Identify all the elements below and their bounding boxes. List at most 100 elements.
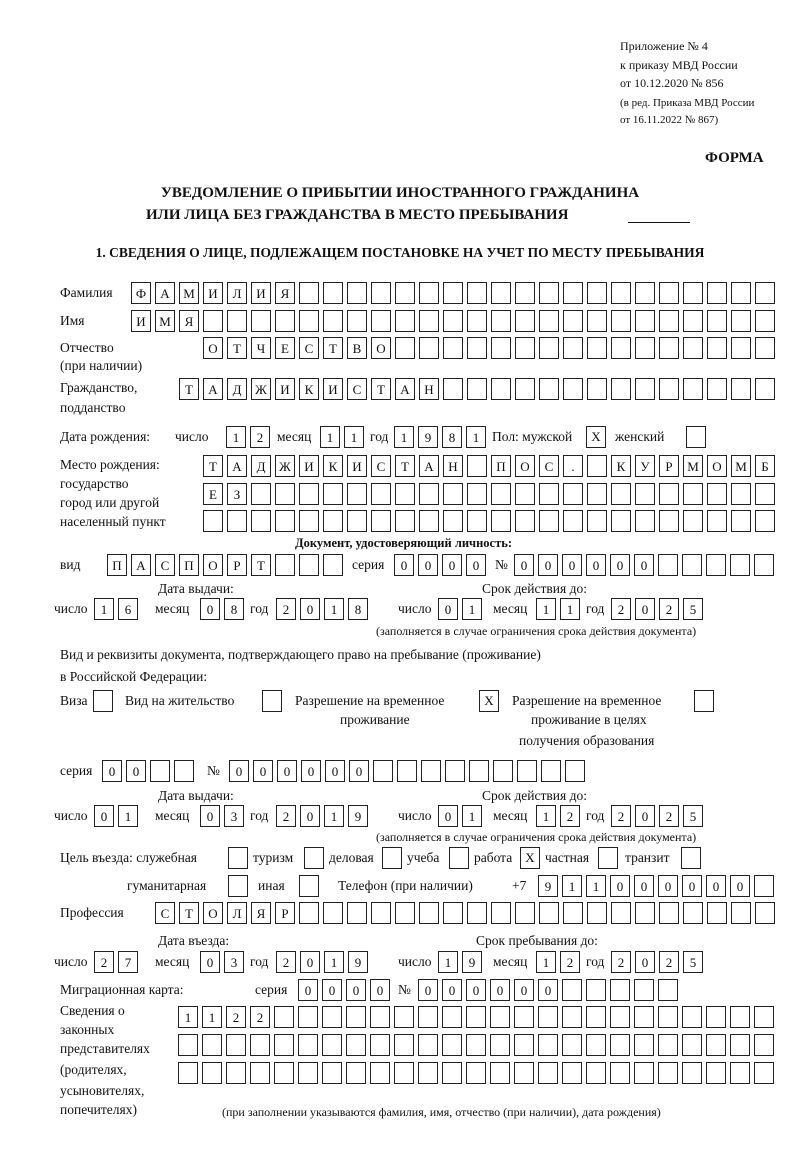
char-cell[interactable] bbox=[563, 282, 583, 304]
char-cell[interactable] bbox=[466, 1034, 486, 1056]
char-cell[interactable] bbox=[395, 337, 415, 359]
char-cell[interactable] bbox=[491, 483, 511, 505]
char-cell[interactable]: Т bbox=[227, 337, 247, 359]
char-cell[interactable]: С bbox=[299, 337, 319, 359]
purpose-work-checkbox[interactable]: X bbox=[520, 847, 540, 869]
char-cell[interactable] bbox=[707, 510, 727, 532]
char-cell[interactable]: 0 bbox=[634, 554, 654, 576]
char-cell[interactable] bbox=[370, 1006, 390, 1028]
char-cell[interactable] bbox=[731, 282, 751, 304]
char-cell[interactable] bbox=[611, 337, 631, 359]
char-cell[interactable]: С bbox=[539, 455, 559, 477]
char-cell[interactable] bbox=[538, 1034, 558, 1056]
char-cell[interactable] bbox=[562, 1006, 582, 1028]
char-cell[interactable] bbox=[515, 310, 535, 332]
char-cell[interactable]: 0 bbox=[442, 979, 462, 1001]
char-cell[interactable] bbox=[226, 1034, 246, 1056]
char-cell[interactable]: 9 bbox=[462, 951, 482, 973]
char-cell[interactable]: 1 bbox=[462, 805, 482, 827]
char-cell[interactable] bbox=[250, 1034, 270, 1056]
char-cell[interactable] bbox=[467, 902, 487, 924]
char-cell[interactable] bbox=[514, 1006, 534, 1028]
char-cell[interactable] bbox=[491, 378, 511, 400]
char-cell[interactable] bbox=[322, 1062, 342, 1084]
char-cell[interactable]: 1 bbox=[324, 598, 344, 620]
char-cell[interactable]: Б bbox=[755, 455, 775, 477]
char-cell[interactable] bbox=[539, 510, 559, 532]
char-cell[interactable] bbox=[539, 902, 559, 924]
char-cell[interactable] bbox=[371, 483, 391, 505]
char-cell[interactable] bbox=[323, 554, 343, 576]
char-cell[interactable] bbox=[731, 378, 751, 400]
char-cell[interactable]: 1 bbox=[178, 1006, 198, 1028]
char-cell[interactable] bbox=[755, 378, 775, 400]
char-cell[interactable] bbox=[706, 1006, 726, 1028]
char-cell[interactable] bbox=[659, 310, 679, 332]
char-cell[interactable]: Р bbox=[227, 554, 247, 576]
char-cell[interactable] bbox=[755, 282, 775, 304]
char-cell[interactable] bbox=[469, 760, 489, 782]
char-cell[interactable]: М bbox=[179, 282, 199, 304]
char-cell[interactable]: 1 bbox=[324, 805, 344, 827]
representatives-field-line-2[interactable] bbox=[178, 1034, 774, 1056]
char-cell[interactable]: 2 bbox=[276, 598, 296, 620]
char-cell[interactable] bbox=[635, 902, 655, 924]
char-cell[interactable] bbox=[634, 1034, 654, 1056]
char-cell[interactable] bbox=[274, 1034, 294, 1056]
char-cell[interactable] bbox=[658, 1006, 678, 1028]
char-cell[interactable]: 0 bbox=[346, 979, 366, 1001]
char-cell[interactable]: 0 bbox=[418, 554, 438, 576]
char-cell[interactable] bbox=[611, 510, 631, 532]
char-cell[interactable]: 2 bbox=[560, 805, 580, 827]
char-cell[interactable]: 1 bbox=[462, 598, 482, 620]
char-cell[interactable] bbox=[706, 554, 726, 576]
char-cell[interactable] bbox=[298, 1062, 318, 1084]
char-cell[interactable] bbox=[275, 483, 295, 505]
char-cell[interactable] bbox=[515, 510, 535, 532]
char-cell[interactable] bbox=[394, 1062, 414, 1084]
char-cell[interactable]: 9 bbox=[348, 951, 368, 973]
char-cell[interactable] bbox=[563, 510, 583, 532]
char-cell[interactable] bbox=[419, 510, 439, 532]
char-cell[interactable]: 5 bbox=[683, 598, 703, 620]
char-cell[interactable]: 0 bbox=[418, 979, 438, 1001]
char-cell[interactable] bbox=[491, 310, 511, 332]
char-cell[interactable] bbox=[659, 378, 679, 400]
char-cell[interactable] bbox=[299, 554, 319, 576]
edu-residence-checkbox[interactable] bbox=[694, 690, 714, 712]
char-cell[interactable]: 3 bbox=[224, 805, 244, 827]
char-cell[interactable] bbox=[514, 1062, 534, 1084]
char-cell[interactable]: Н bbox=[419, 378, 439, 400]
char-cell[interactable]: 3 bbox=[224, 951, 244, 973]
char-cell[interactable] bbox=[683, 902, 703, 924]
char-cell[interactable] bbox=[611, 378, 631, 400]
char-cell[interactable]: 0 bbox=[126, 760, 146, 782]
char-cell[interactable] bbox=[563, 902, 583, 924]
purpose-official-checkbox[interactable] bbox=[228, 847, 248, 869]
purpose-transit-checkbox[interactable] bbox=[681, 847, 701, 869]
char-cell[interactable]: Т bbox=[251, 554, 271, 576]
char-cell[interactable] bbox=[707, 282, 727, 304]
char-cell[interactable] bbox=[323, 483, 343, 505]
char-cell[interactable]: 1 bbox=[344, 426, 364, 448]
char-cell[interactable] bbox=[706, 1034, 726, 1056]
char-cell[interactable]: И bbox=[299, 455, 319, 477]
char-cell[interactable]: 0 bbox=[438, 598, 458, 620]
char-cell[interactable] bbox=[587, 282, 607, 304]
char-cell[interactable] bbox=[682, 1034, 702, 1056]
char-cell[interactable] bbox=[635, 310, 655, 332]
char-cell[interactable] bbox=[730, 1034, 750, 1056]
